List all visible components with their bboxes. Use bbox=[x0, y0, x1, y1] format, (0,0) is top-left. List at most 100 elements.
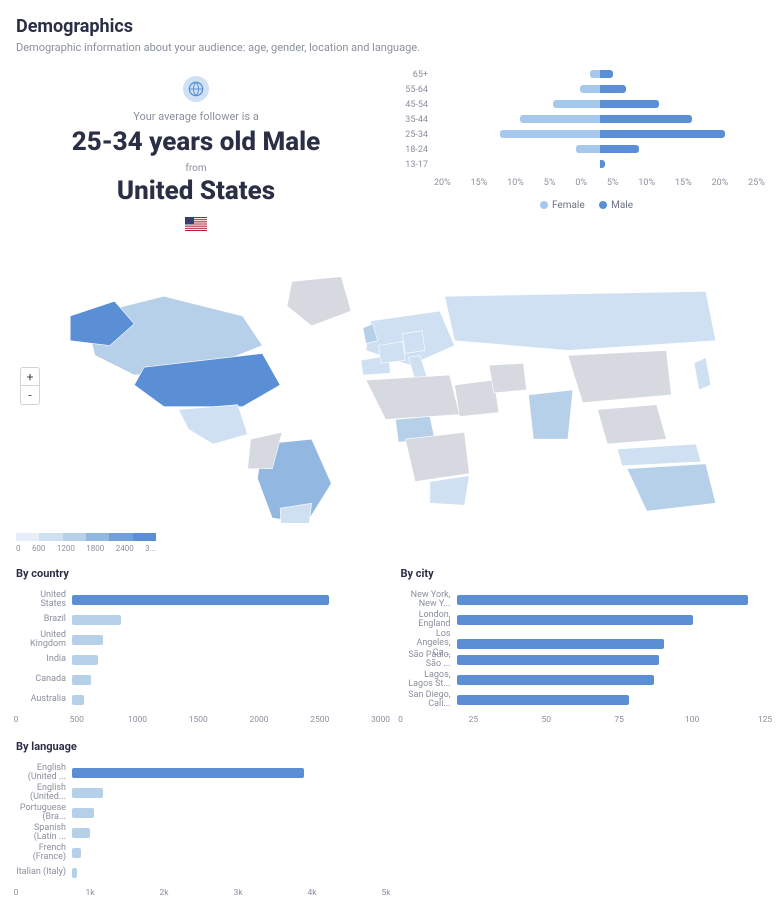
bar-label: New York, New Y... bbox=[401, 591, 457, 610]
axis-tick: 10% bbox=[638, 178, 655, 188]
bar[interactable] bbox=[72, 695, 84, 705]
bar[interactable] bbox=[72, 768, 304, 778]
age-bucket-label: 25-34 bbox=[396, 130, 434, 140]
map-region-indonesia[interactable] bbox=[617, 444, 701, 466]
axis-tick: 5k bbox=[381, 888, 390, 898]
bar[interactable] bbox=[72, 848, 81, 858]
map-region-africac[interactable] bbox=[405, 432, 469, 481]
axis-tick: 25 bbox=[469, 715, 479, 725]
male-bar[interactable] bbox=[600, 115, 693, 123]
map-region-germany[interactable] bbox=[402, 331, 425, 354]
bar-label: United Kingdom bbox=[16, 631, 72, 650]
by-language-chart: By language English (United ...English (… bbox=[16, 740, 765, 899]
bar-label: United States bbox=[16, 591, 72, 610]
legend-swatch bbox=[109, 533, 132, 541]
axis-tick: 1k bbox=[85, 888, 94, 898]
male-bar[interactable] bbox=[600, 70, 613, 78]
zoom-in-button[interactable]: + bbox=[21, 368, 39, 386]
bar[interactable] bbox=[457, 639, 664, 649]
by-country-chart: By country United StatesBrazilUnited Kin… bbox=[16, 567, 381, 726]
map-region-india[interactable] bbox=[528, 390, 572, 439]
map-region-mexico[interactable] bbox=[179, 405, 248, 444]
age-gender-pyramid: 65+55-6445-5435-4425-3418-2413-17 20%15%… bbox=[396, 70, 765, 235]
bar[interactable] bbox=[457, 695, 630, 705]
axis-tick: 15% bbox=[675, 178, 692, 188]
map-section: + - 06001200180024003... bbox=[16, 247, 765, 553]
female-bar[interactable] bbox=[553, 100, 599, 108]
legend-tick: 2400 bbox=[116, 544, 134, 553]
bar-label: French (France) bbox=[16, 844, 72, 863]
map-region-iran[interactable] bbox=[489, 363, 526, 393]
legend-tick: 600 bbox=[32, 544, 46, 553]
legend-swatch bbox=[63, 533, 86, 541]
map-region-china[interactable] bbox=[568, 350, 671, 402]
map-region-australia[interactable] bbox=[627, 464, 716, 511]
male-bar[interactable] bbox=[600, 100, 660, 108]
map-region-african[interactable] bbox=[366, 375, 460, 419]
bar-label: Lagos, Lagos St... bbox=[401, 671, 457, 690]
age-bucket-label: 18-24 bbox=[396, 145, 434, 155]
axis-tick: 125 bbox=[758, 715, 772, 725]
bar[interactable] bbox=[72, 655, 98, 665]
bar[interactable] bbox=[72, 635, 103, 645]
male-bar[interactable] bbox=[600, 85, 626, 93]
axis-tick: 4k bbox=[307, 888, 316, 898]
bar[interactable] bbox=[457, 655, 659, 665]
map-region-southafrica[interactable] bbox=[430, 476, 469, 506]
male-bar[interactable] bbox=[600, 145, 640, 153]
male-bar[interactable] bbox=[600, 160, 605, 168]
bar[interactable] bbox=[72, 808, 94, 818]
bar-label: London, England bbox=[401, 611, 457, 630]
map-region-japan[interactable] bbox=[694, 357, 711, 390]
female-bar[interactable] bbox=[576, 145, 599, 153]
male-bar[interactable] bbox=[600, 130, 726, 138]
axis-tick: 100 bbox=[685, 715, 699, 725]
map-region-france[interactable] bbox=[379, 342, 406, 364]
zoom-out-button[interactable]: - bbox=[21, 386, 39, 404]
map-region-russia[interactable] bbox=[445, 291, 716, 350]
legend-tick: 1800 bbox=[86, 544, 104, 553]
bar-label: Portuguese (Bra... bbox=[16, 804, 72, 823]
bar-label: English (United ... bbox=[16, 764, 72, 783]
axis-tick: 20% bbox=[712, 178, 729, 188]
bar[interactable] bbox=[72, 868, 77, 878]
map-region-saudi[interactable] bbox=[455, 380, 499, 416]
legend-tick: 1200 bbox=[57, 544, 75, 553]
axis-tick: 50 bbox=[542, 715, 552, 725]
axis-tick: 0 bbox=[14, 888, 19, 898]
axis-tick: 25% bbox=[748, 178, 765, 188]
map-region-greenland[interactable] bbox=[287, 277, 351, 326]
bar[interactable] bbox=[72, 675, 91, 685]
axis-tick: 1500 bbox=[189, 715, 208, 725]
bar[interactable] bbox=[457, 615, 694, 625]
bar[interactable] bbox=[72, 595, 329, 605]
female-bar[interactable] bbox=[580, 85, 600, 93]
axis-tick: 2000 bbox=[249, 715, 268, 725]
legend-swatch bbox=[133, 533, 156, 541]
axis-tick: 0 bbox=[14, 715, 19, 725]
bar-label: English (United... bbox=[16, 784, 72, 803]
summary-location: United States bbox=[16, 176, 376, 206]
bar[interactable] bbox=[72, 828, 90, 838]
bar[interactable] bbox=[72, 788, 103, 798]
bar[interactable] bbox=[72, 615, 121, 625]
bar-label: Canada bbox=[16, 675, 72, 684]
legend-swatch bbox=[86, 533, 109, 541]
page-title: Demographics bbox=[16, 16, 765, 37]
axis-tick: 10% bbox=[507, 178, 524, 188]
globe-icon bbox=[183, 76, 209, 102]
female-bar[interactable] bbox=[500, 130, 599, 138]
bar[interactable] bbox=[457, 675, 654, 685]
summary-intro: Your average follower is a bbox=[16, 110, 376, 123]
world-map[interactable] bbox=[16, 247, 765, 523]
female-bar[interactable] bbox=[520, 115, 599, 123]
age-bucket-label: 45-54 bbox=[396, 100, 434, 110]
legend-female: Female bbox=[552, 200, 585, 211]
bar[interactable] bbox=[457, 595, 748, 605]
summary-age-gender: 25-34 years old Male bbox=[16, 127, 376, 157]
axis-tick: 75 bbox=[614, 715, 624, 725]
bar-label: Spanish (Latin ... bbox=[16, 824, 72, 843]
axis-tick: 1000 bbox=[128, 715, 147, 725]
female-bar[interactable] bbox=[590, 70, 600, 78]
map-region-seasia[interactable] bbox=[597, 405, 666, 444]
